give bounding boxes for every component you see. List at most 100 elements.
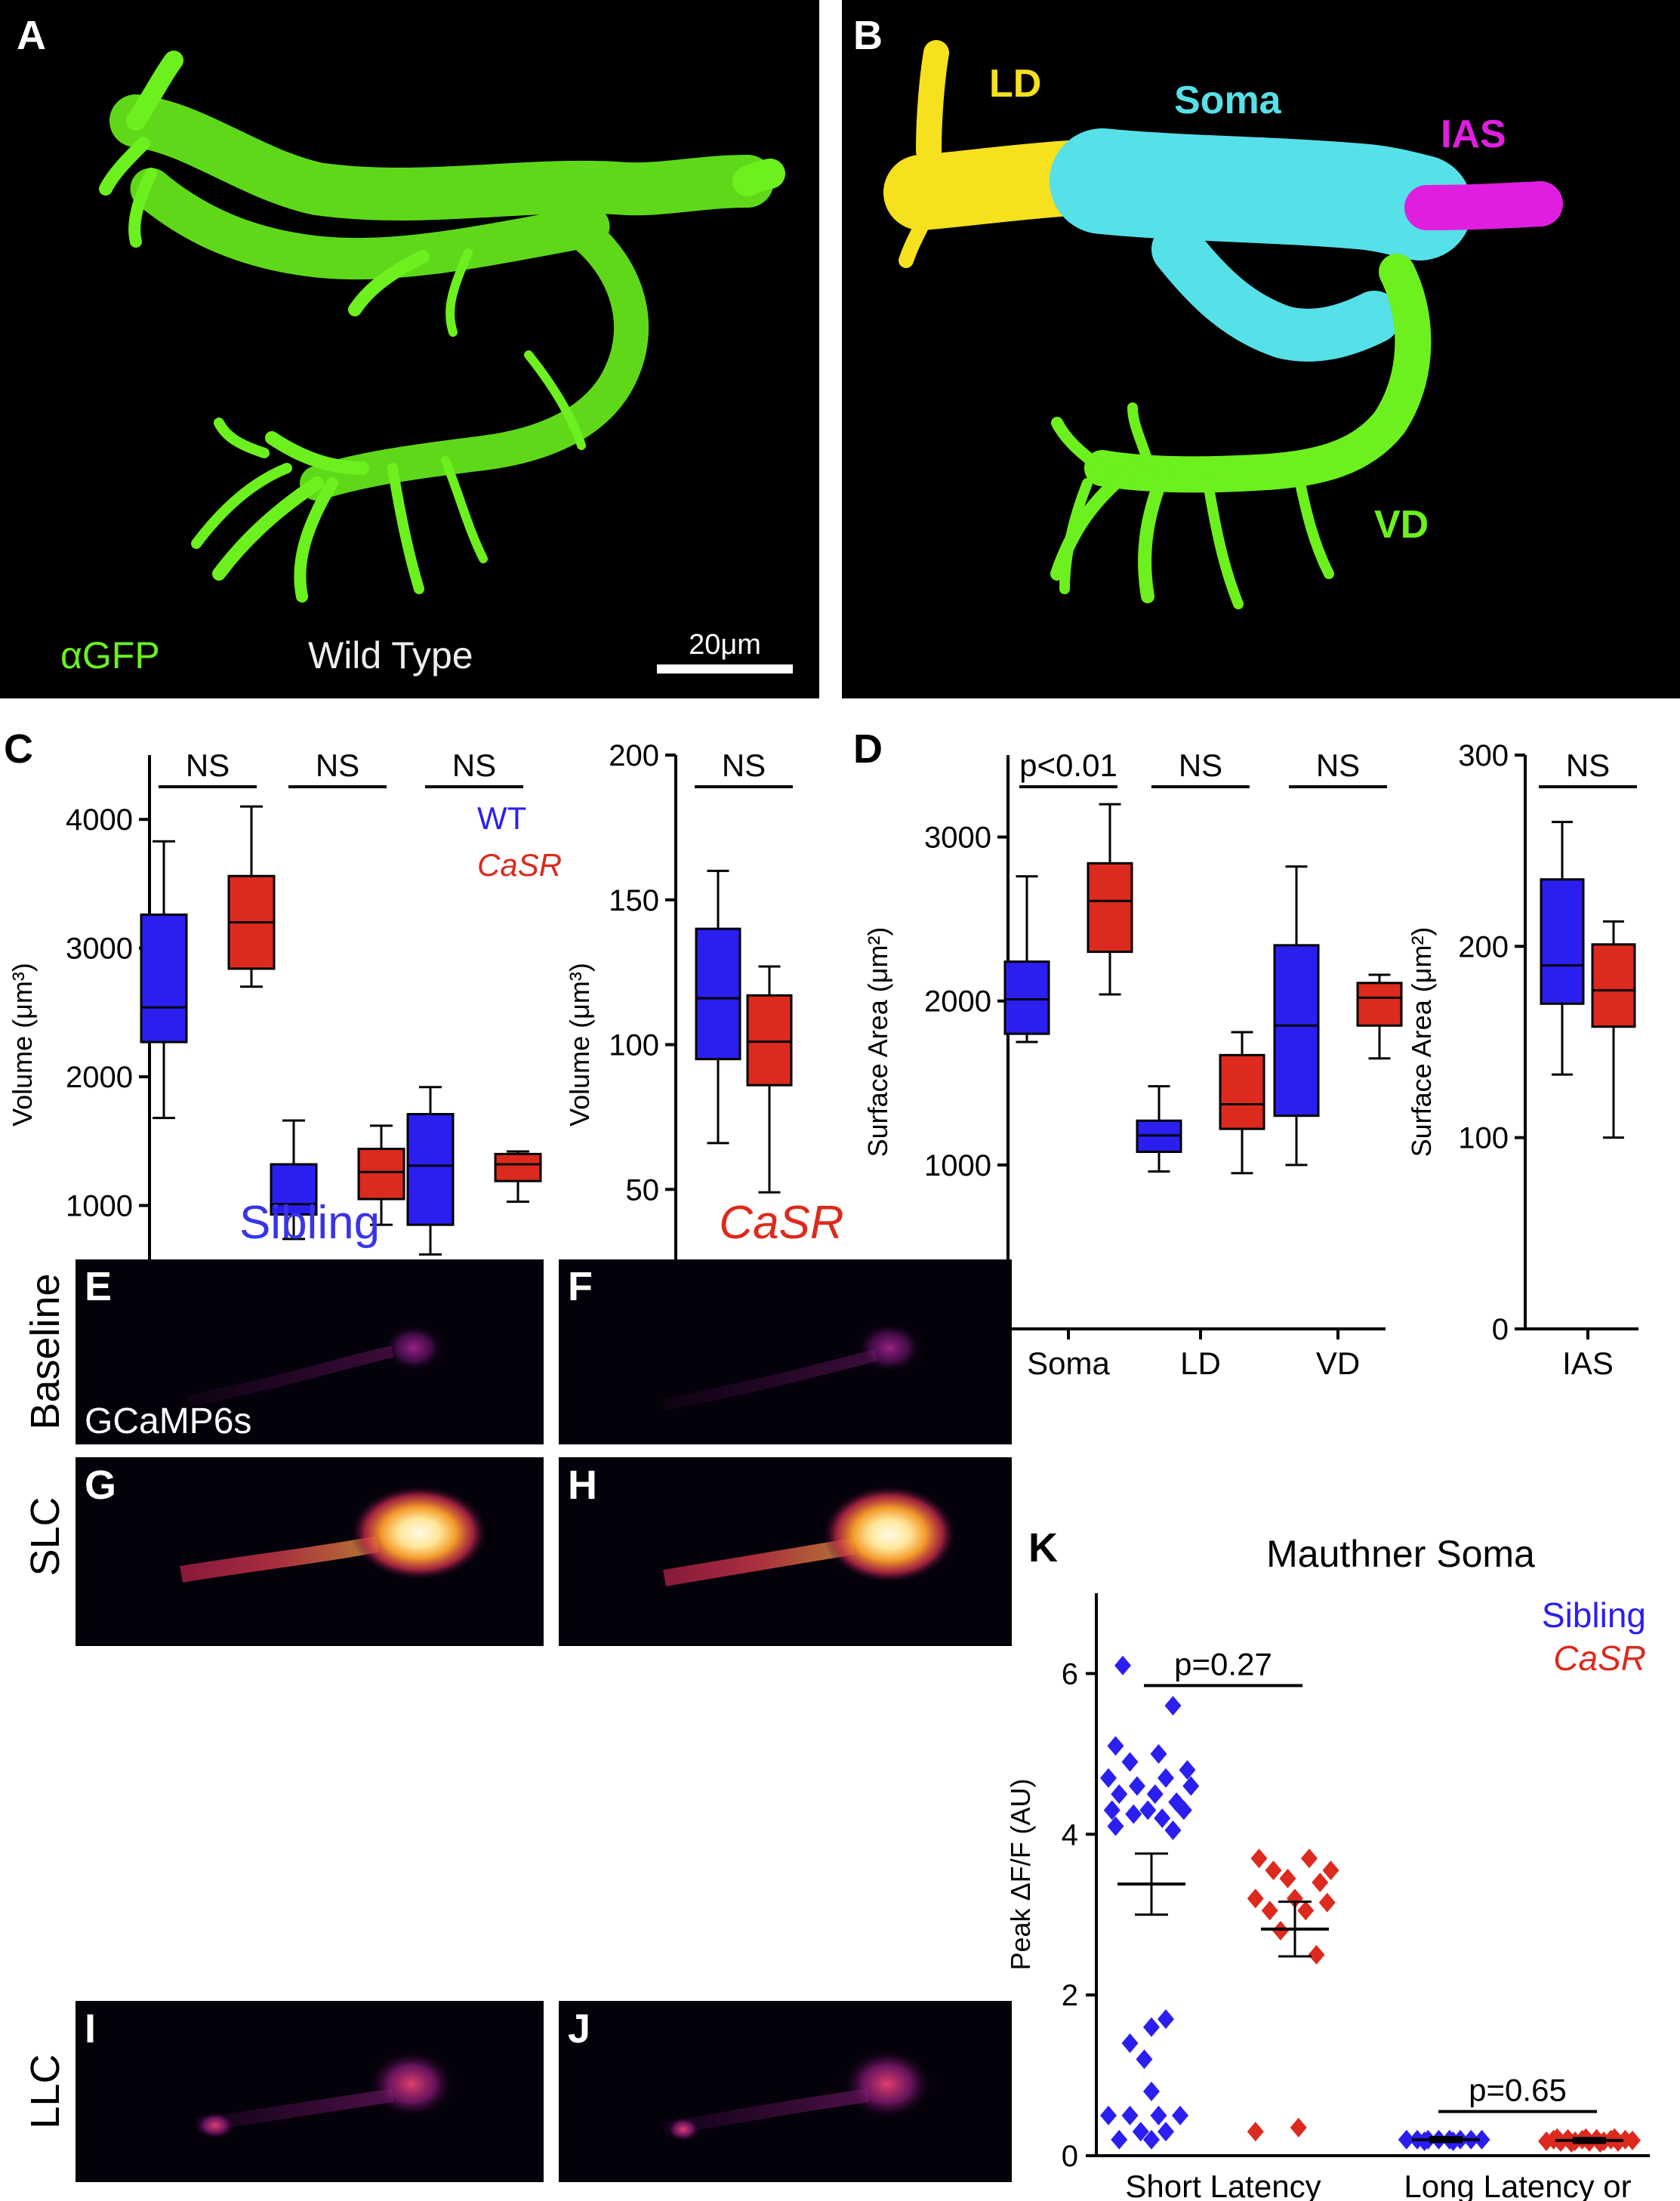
vd-segment xyxy=(1084,254,1432,493)
box-iqr xyxy=(357,1148,405,1201)
data-point xyxy=(1146,1784,1164,1805)
data-point xyxy=(1172,2105,1188,2125)
data-point xyxy=(1158,2122,1174,2142)
y-axis-label: Volume (μm³) xyxy=(564,963,595,1127)
x-category-label: Short Latency xyxy=(1125,2169,1321,2201)
data-point xyxy=(1549,2128,1566,2148)
significance-label: NS xyxy=(316,748,359,783)
y-tick-label: 1000 xyxy=(924,1149,991,1182)
soma-label: Soma xyxy=(1174,79,1282,122)
data-point xyxy=(1308,1944,1325,1965)
data-point xyxy=(1247,1888,1264,1909)
data-point xyxy=(1107,1736,1124,1756)
x-category-label: LD xyxy=(1180,1346,1221,1381)
box-casr xyxy=(1219,1031,1265,1175)
box-wt xyxy=(1003,875,1050,1043)
stain-label: αGFP xyxy=(60,634,160,677)
box-wt xyxy=(140,840,188,1120)
row-label-baseline: Baseline xyxy=(23,1273,68,1429)
column-header-casr: CaSR xyxy=(719,1197,843,1249)
data-point xyxy=(1143,2017,1160,2037)
data-point xyxy=(1150,2105,1167,2125)
significance-label: p<0.01 xyxy=(1019,748,1117,783)
legend-sibling: Sibling xyxy=(1542,1595,1646,1635)
y-tick-label: 300 xyxy=(1458,739,1509,772)
box-iqr xyxy=(1356,982,1403,1027)
data-point xyxy=(1175,1800,1192,1820)
box-iqr xyxy=(1219,1053,1265,1130)
data-point xyxy=(1158,2009,1174,2030)
data-point xyxy=(1158,1768,1174,1788)
chart-surface-area-ias: 0 100 200 300 Surface Area (μm²) IAS NS xyxy=(1406,739,1638,1381)
indicator-label: GCaMP6s xyxy=(85,1401,251,1441)
x-category-label: Soma xyxy=(1027,1346,1110,1381)
data-point xyxy=(1100,1768,1117,1788)
box-wt xyxy=(1540,821,1585,1076)
panel-letter-k: K xyxy=(1028,1525,1058,1571)
box-iqr xyxy=(1087,862,1133,954)
y-tick-label: 1000 xyxy=(66,1190,133,1223)
panel-letter-c: C xyxy=(4,726,33,772)
box-wt xyxy=(695,869,741,1145)
group-casr xyxy=(1538,2128,1641,2153)
data-point xyxy=(1132,2122,1149,2142)
data-point xyxy=(1121,2105,1139,2125)
y-tick-label: 150 xyxy=(609,884,659,917)
data-point xyxy=(1279,1868,1296,1888)
image-baseline-sibling: E GCaMP6s xyxy=(76,1259,544,1444)
significance-label: NS xyxy=(1179,748,1222,783)
image-llc-sibling: I xyxy=(76,2001,544,2182)
data-point xyxy=(1318,1892,1336,1913)
data-point xyxy=(1125,1804,1142,1824)
significance-label: NS xyxy=(722,748,766,783)
data-point xyxy=(1297,1900,1315,1921)
group-sibling xyxy=(1100,1655,1200,2150)
y-tick-label: 2 xyxy=(1062,1979,1078,2012)
box-iqr xyxy=(494,1152,542,1182)
panel-letter-d: D xyxy=(853,726,883,772)
data-point xyxy=(1179,1760,1196,1780)
significance-label: p=0.65 xyxy=(1469,2072,1567,2107)
y-tick-label: 0 xyxy=(1062,2140,1078,2173)
y-axis-label: Peak ΔF/F (AU) xyxy=(1005,1778,1036,1970)
panel-letter-b: B xyxy=(853,13,883,58)
legend-casr: CaSR xyxy=(477,847,562,883)
data-point xyxy=(1107,1816,1124,1836)
data-point xyxy=(1287,1888,1303,1909)
imaging-grid: Sibling CaSR Baseline SLC LLC E GCaMP6s … xyxy=(23,1197,1012,2182)
y-tick-label: 4000 xyxy=(66,803,133,837)
y-tick-label: 50 xyxy=(626,1173,660,1207)
box-casr xyxy=(494,1150,542,1203)
box-wt xyxy=(270,1119,318,1241)
y-tick-label: 6 xyxy=(1062,1657,1078,1691)
box-iqr xyxy=(140,913,188,1043)
chart-title: Mauthner Soma xyxy=(1266,1533,1535,1575)
panel-letter-a: A xyxy=(17,13,46,58)
box-wt xyxy=(406,1086,455,1256)
data-point xyxy=(1473,2129,1490,2150)
box-iqr xyxy=(270,1163,318,1216)
neuron-segmented-render xyxy=(883,40,1563,609)
data-point xyxy=(1261,1900,1278,1921)
image-llc-casr: J xyxy=(559,2001,1012,2182)
data-point xyxy=(1139,1800,1157,1820)
legend-casr: CaSR xyxy=(1553,1638,1646,1678)
data-point xyxy=(1121,2033,1139,2053)
data-point xyxy=(1154,1808,1171,1828)
box-iqr xyxy=(695,927,741,1061)
data-point xyxy=(1103,1800,1121,1820)
data-point xyxy=(1136,2049,1153,2070)
box-wt xyxy=(1273,865,1320,1167)
y-axis-label: Surface Area (μm²) xyxy=(862,927,893,1158)
chart-mauthner-soma: Mauthner Soma 0 2 4 6 Peak ΔF/F (AU) Short Lat… xyxy=(1005,1533,1650,2201)
data-point xyxy=(1111,1784,1128,1805)
group-sibling xyxy=(1398,2129,1490,2151)
data-point xyxy=(1322,1860,1339,1881)
y-tick-label: 200 xyxy=(609,739,659,772)
panel-a: A αGFP Wild Type 20μm xyxy=(0,0,819,698)
significance-label: NS xyxy=(186,748,230,783)
data-point xyxy=(1111,2129,1128,2150)
y-tick-label: 100 xyxy=(609,1029,659,1062)
panel-b: B LD Soma IAS VD xyxy=(842,0,1680,698)
